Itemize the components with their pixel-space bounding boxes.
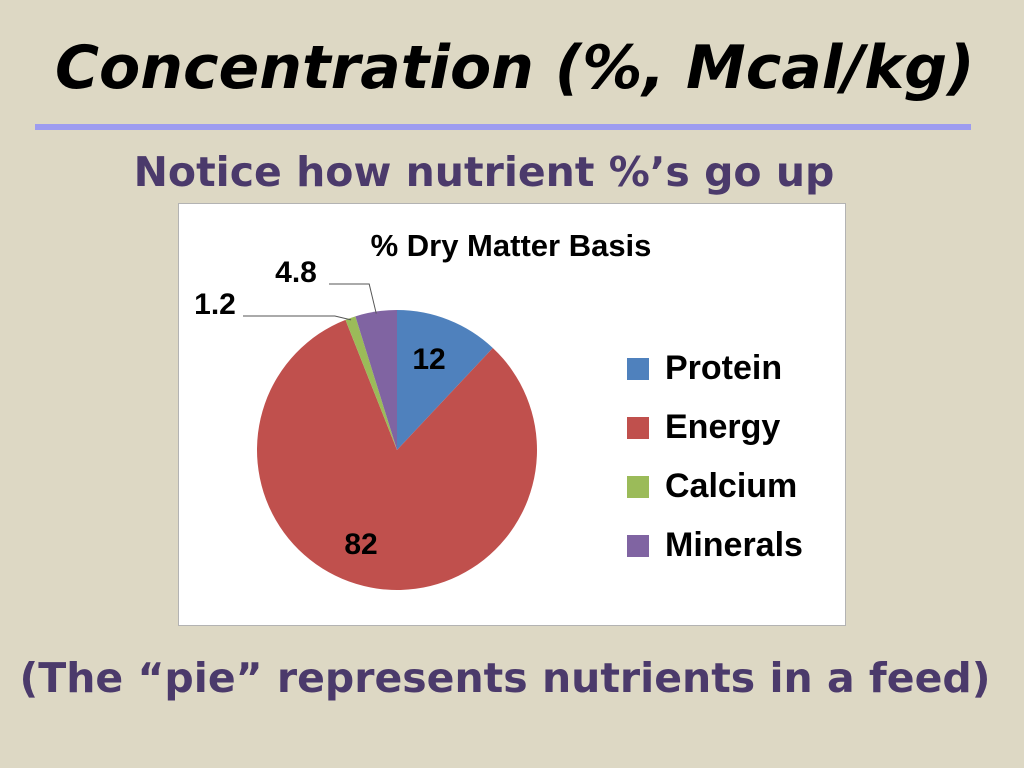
pie-slices	[257, 310, 538, 590]
leader-line-calcium	[243, 315, 352, 321]
legend-swatch-calcium	[627, 476, 649, 498]
slide-title: Concentration (%, Mcal/kg)	[55, 33, 975, 103]
data-labels: 12 82 1.2 4.8	[194, 256, 446, 561]
pie-chart: % Dry Matter Basis 12 82 1.2 4.8 Protein Ene…	[194, 228, 803, 590]
title-divider	[35, 124, 971, 130]
data-label-energy: 82	[344, 528, 377, 561]
legend-label-protein: Protein	[665, 349, 782, 387]
legend-swatch-energy	[627, 417, 649, 439]
data-label-calcium: 1.2	[194, 288, 236, 321]
slide-subtitle: Notice how nutrient %’s go up	[133, 148, 835, 196]
pie-slice-energy	[257, 319, 538, 590]
legend-swatch-minerals	[627, 535, 649, 557]
chart-title: % Dry Matter Basis	[371, 228, 652, 263]
legend-label-calcium: Calcium	[665, 467, 797, 505]
slide-caption: (The “pie” represents nutrients in a fee…	[19, 654, 991, 702]
legend-label-minerals: Minerals	[665, 526, 803, 564]
legend-swatch-protein	[627, 358, 649, 380]
chart-legend: Protein Energy Calcium Minerals	[627, 349, 803, 564]
leader-lines	[243, 283, 377, 321]
pie-slice-minerals	[355, 310, 397, 450]
leader-line-minerals	[329, 283, 377, 314]
data-label-protein: 12	[412, 343, 445, 376]
data-label-minerals: 4.8	[275, 256, 317, 289]
pie-slice-calcium	[345, 316, 397, 450]
pie-chart-panel: % Dry Matter Basis 12 82 1.2 4.8 Protein Ene…	[178, 203, 846, 626]
pie-slice-protein	[397, 310, 493, 450]
legend-label-energy: Energy	[665, 408, 780, 446]
